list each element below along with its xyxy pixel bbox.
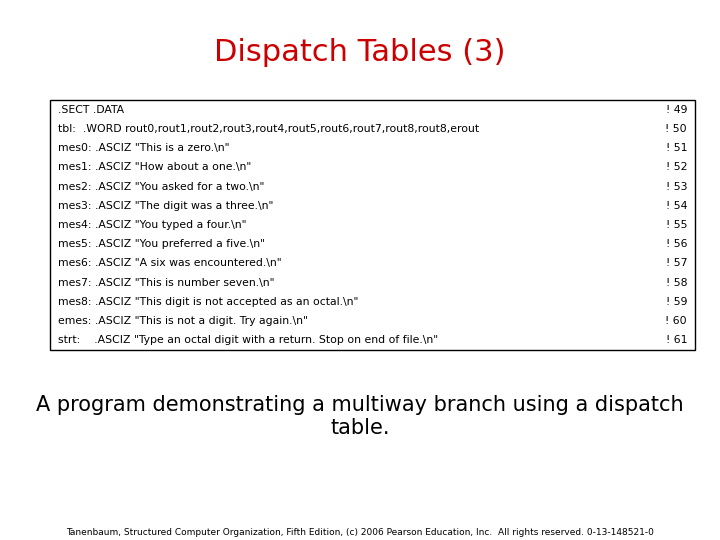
Text: mes6: .ASCIZ "A six was encountered.\n": mes6: .ASCIZ "A six was encountered.\n"	[58, 259, 282, 268]
Text: ! 57: ! 57	[665, 259, 687, 268]
Text: ! 58: ! 58	[665, 278, 687, 288]
Text: ! 61: ! 61	[665, 335, 687, 346]
Text: .SECT .DATA: .SECT .DATA	[58, 105, 124, 114]
Text: ! 52: ! 52	[665, 163, 687, 172]
Text: mes8: .ASCIZ "This digit is not accepted as an octal.\n": mes8: .ASCIZ "This digit is not accepted…	[58, 297, 359, 307]
Text: Tanenbaum, Structured Computer Organization, Fifth Edition, (c) 2006 Pearson Edu: Tanenbaum, Structured Computer Organizat…	[66, 528, 654, 537]
Text: mes1: .ASCIZ "How about a one.\n": mes1: .ASCIZ "How about a one.\n"	[58, 163, 251, 172]
Text: ! 60: ! 60	[665, 316, 687, 326]
Text: ! 56: ! 56	[665, 239, 687, 249]
Text: ! 54: ! 54	[665, 201, 687, 211]
Text: mes5: .ASCIZ "You preferred a five.\n": mes5: .ASCIZ "You preferred a five.\n"	[58, 239, 265, 249]
Text: mes3: .ASCIZ "The digit was a three.\n": mes3: .ASCIZ "The digit was a three.\n"	[58, 201, 274, 211]
Bar	[50, 100, 695, 350]
Text: ! 59: ! 59	[665, 297, 687, 307]
Text: mes0: .ASCIZ "This is a zero.\n": mes0: .ASCIZ "This is a zero.\n"	[58, 143, 230, 153]
Text: ! 51: ! 51	[665, 143, 687, 153]
Text: emes: .ASCIZ "This is not a digit. Try again.\n": emes: .ASCIZ "This is not a digit. Try a…	[58, 316, 308, 326]
Text: A program demonstrating a multiway branch using a dispatch: A program demonstrating a multiway branc…	[36, 395, 684, 415]
Text: table.: table.	[330, 417, 390, 437]
Text: mes4: .ASCIZ "You typed a four.\n": mes4: .ASCIZ "You typed a four.\n"	[58, 220, 246, 230]
Text: tbl:  .WORD rout0,rout1,rout2,rout3,rout4,rout5,rout6,rout7,rout8,rout8,erout: tbl: .WORD rout0,rout1,rout2,rout3,rout4…	[58, 124, 479, 134]
Text: mes2: .ASCIZ "You asked for a two.\n": mes2: .ASCIZ "You asked for a two.\n"	[58, 181, 264, 192]
Text: Dispatch Tables (3): Dispatch Tables (3)	[215, 38, 505, 67]
Text: mes7: .ASCIZ "This is number seven.\n": mes7: .ASCIZ "This is number seven.\n"	[58, 278, 274, 288]
Text: ! 50: ! 50	[665, 124, 687, 134]
Text: ! 49: ! 49	[665, 105, 687, 114]
Text: ! 55: ! 55	[665, 220, 687, 230]
Text: ! 53: ! 53	[665, 181, 687, 192]
Text: strt:    .ASCIZ "Type an octal digit with a return. Stop on end of file.\n": strt: .ASCIZ "Type an octal digit with a…	[58, 335, 438, 346]
